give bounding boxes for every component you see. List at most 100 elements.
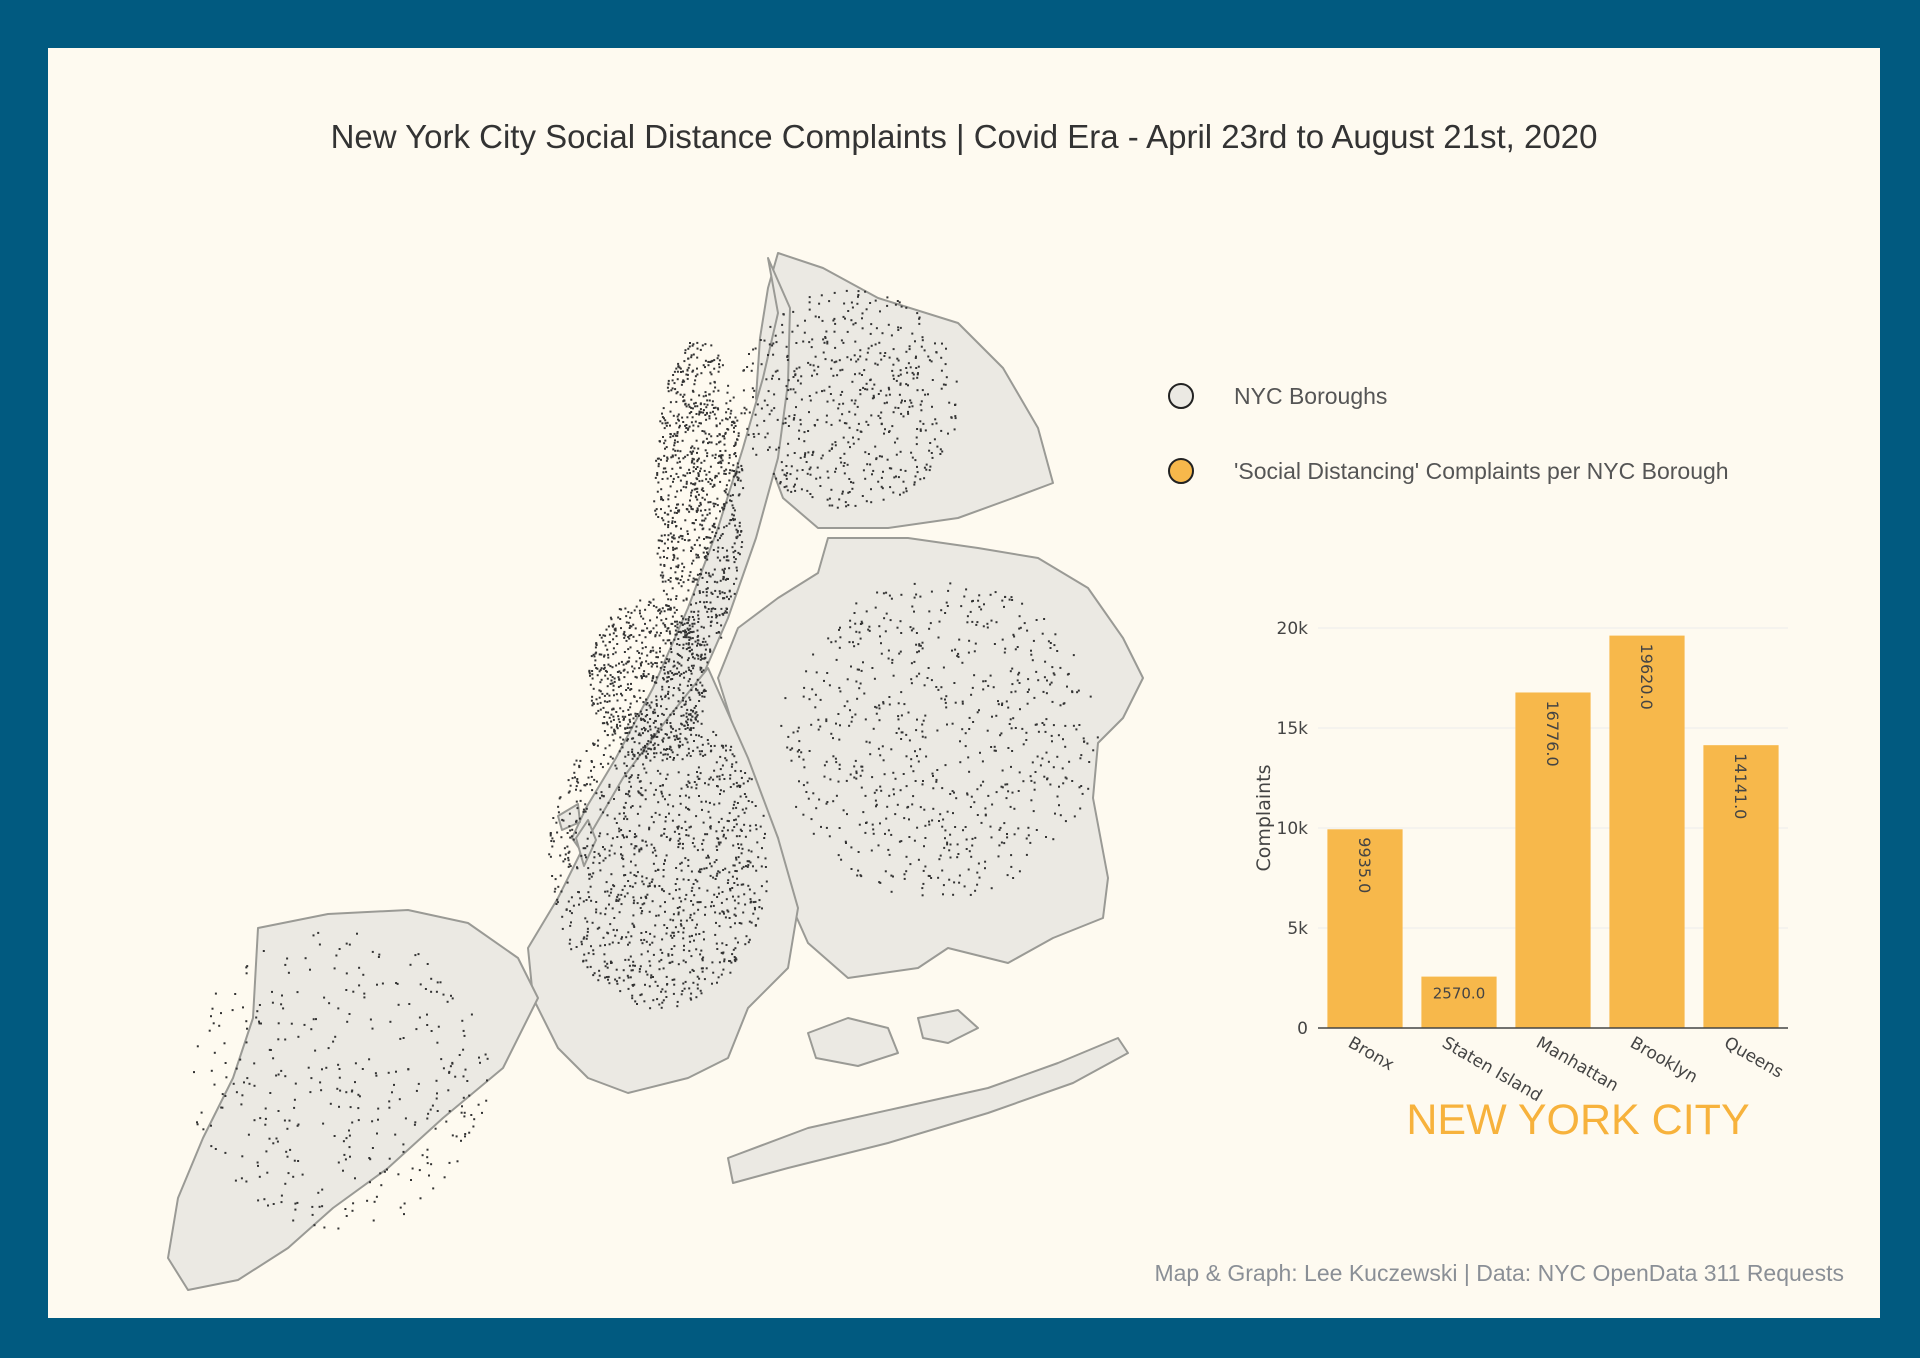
complaint-point	[766, 432, 769, 435]
complaint-point	[648, 910, 651, 913]
complaint-point	[660, 958, 663, 961]
complaint-point	[757, 432, 760, 435]
complaint-point	[700, 461, 703, 464]
complaint-point	[673, 556, 676, 559]
complaint-point	[272, 1142, 275, 1145]
complaint-point	[752, 912, 755, 915]
complaint-point	[865, 420, 868, 423]
complaint-point	[387, 1071, 390, 1074]
complaint-point	[660, 508, 662, 511]
complaint-point	[691, 547, 694, 550]
complaint-point	[435, 1079, 438, 1082]
complaint-point	[410, 1179, 412, 1181]
complaint-point	[879, 754, 882, 757]
complaint-point	[656, 457, 659, 460]
complaint-point	[688, 781, 691, 784]
complaint-point	[709, 826, 712, 828]
legend-item-complaints[interactable]: 'Social Distancing' Complaints per NYC B…	[1168, 453, 1729, 489]
complaint-point	[671, 587, 674, 590]
complaint-point	[690, 482, 693, 485]
complaint-point	[380, 1184, 383, 1187]
complaint-point	[733, 899, 736, 902]
complaint-point	[884, 428, 886, 431]
complaint-point	[210, 1124, 212, 1127]
complaint-point	[718, 925, 721, 928]
complaint-point	[246, 1077, 249, 1080]
complaint-point	[672, 931, 675, 934]
complaint-point	[912, 770, 915, 773]
complaint-point	[915, 675, 918, 678]
complaint-point	[680, 664, 683, 667]
complaint-point	[930, 360, 933, 363]
complaint-point	[684, 820, 687, 823]
complaint-point	[754, 908, 756, 911]
complaint-point	[210, 1015, 212, 1018]
complaint-point	[701, 576, 704, 579]
complaint-point	[854, 713, 857, 716]
complaint-point	[939, 448, 942, 451]
bar-manhattan[interactable]	[1515, 692, 1591, 1028]
complaint-point	[585, 959, 588, 962]
complaint-point	[486, 1057, 489, 1060]
bar-staten-island[interactable]	[1421, 976, 1497, 1028]
complaint-point	[885, 612, 888, 615]
complaint-point	[617, 685, 620, 688]
complaint-point	[833, 330, 836, 333]
complaint-point	[645, 660, 648, 663]
complaint-point	[693, 622, 696, 625]
complaint-point	[823, 389, 826, 392]
complaint-point	[687, 780, 690, 783]
complaint-point	[321, 1205, 324, 1208]
complaint-point	[662, 639, 665, 642]
complaint-point	[589, 683, 592, 686]
bar-queens[interactable]	[1703, 745, 1779, 1028]
complaint-point	[294, 1202, 297, 1205]
complaint-point	[628, 627, 631, 629]
complaint-point	[550, 840, 553, 842]
complaint-point	[674, 439, 676, 442]
complaint-point	[646, 714, 649, 716]
complaint-point	[706, 610, 709, 613]
complaint-point	[932, 787, 935, 790]
complaint-point	[653, 500, 656, 503]
complaint-point	[895, 453, 898, 456]
complaint-point	[629, 871, 632, 874]
complaint-point	[631, 665, 634, 668]
complaint-point	[599, 869, 602, 872]
complaint-point	[679, 534, 682, 537]
bar-brooklyn[interactable]	[1609, 635, 1685, 1028]
complaint-point	[697, 473, 700, 476]
complaint-point	[705, 437, 708, 440]
complaint-point	[726, 882, 729, 884]
legend-item-boroughs[interactable]: NYC Boroughs	[1168, 378, 1387, 414]
complaint-point	[1064, 745, 1067, 748]
complaint-point	[693, 912, 696, 915]
complaint-point	[732, 507, 735, 509]
complaint-point	[690, 870, 693, 873]
complaint-point	[716, 407, 719, 410]
complaint-point	[395, 982, 398, 984]
complaint-point	[486, 1079, 488, 1082]
complaint-point	[815, 807, 818, 810]
complaint-point	[640, 787, 643, 789]
complaint-point	[706, 513, 709, 516]
complaint-point	[1043, 618, 1046, 620]
complaint-point	[663, 672, 666, 675]
complaint-point	[687, 357, 690, 360]
complaint-point	[694, 926, 697, 929]
complaint-point	[601, 794, 603, 797]
complaint-point	[638, 609, 641, 612]
complaint-point	[965, 848, 968, 850]
complaint-point	[638, 753, 641, 756]
complaint-point	[610, 713, 613, 716]
complaint-point	[621, 888, 624, 891]
complaint-point	[712, 407, 715, 409]
complaint-point	[606, 734, 609, 736]
complaint-point	[719, 793, 721, 795]
complaint-point	[379, 1172, 382, 1175]
complaint-point	[709, 816, 712, 819]
complaint-point	[569, 836, 572, 839]
complaint-point	[669, 433, 672, 436]
bar-bronx[interactable]	[1327, 829, 1403, 1028]
complaint-point	[671, 454, 674, 457]
